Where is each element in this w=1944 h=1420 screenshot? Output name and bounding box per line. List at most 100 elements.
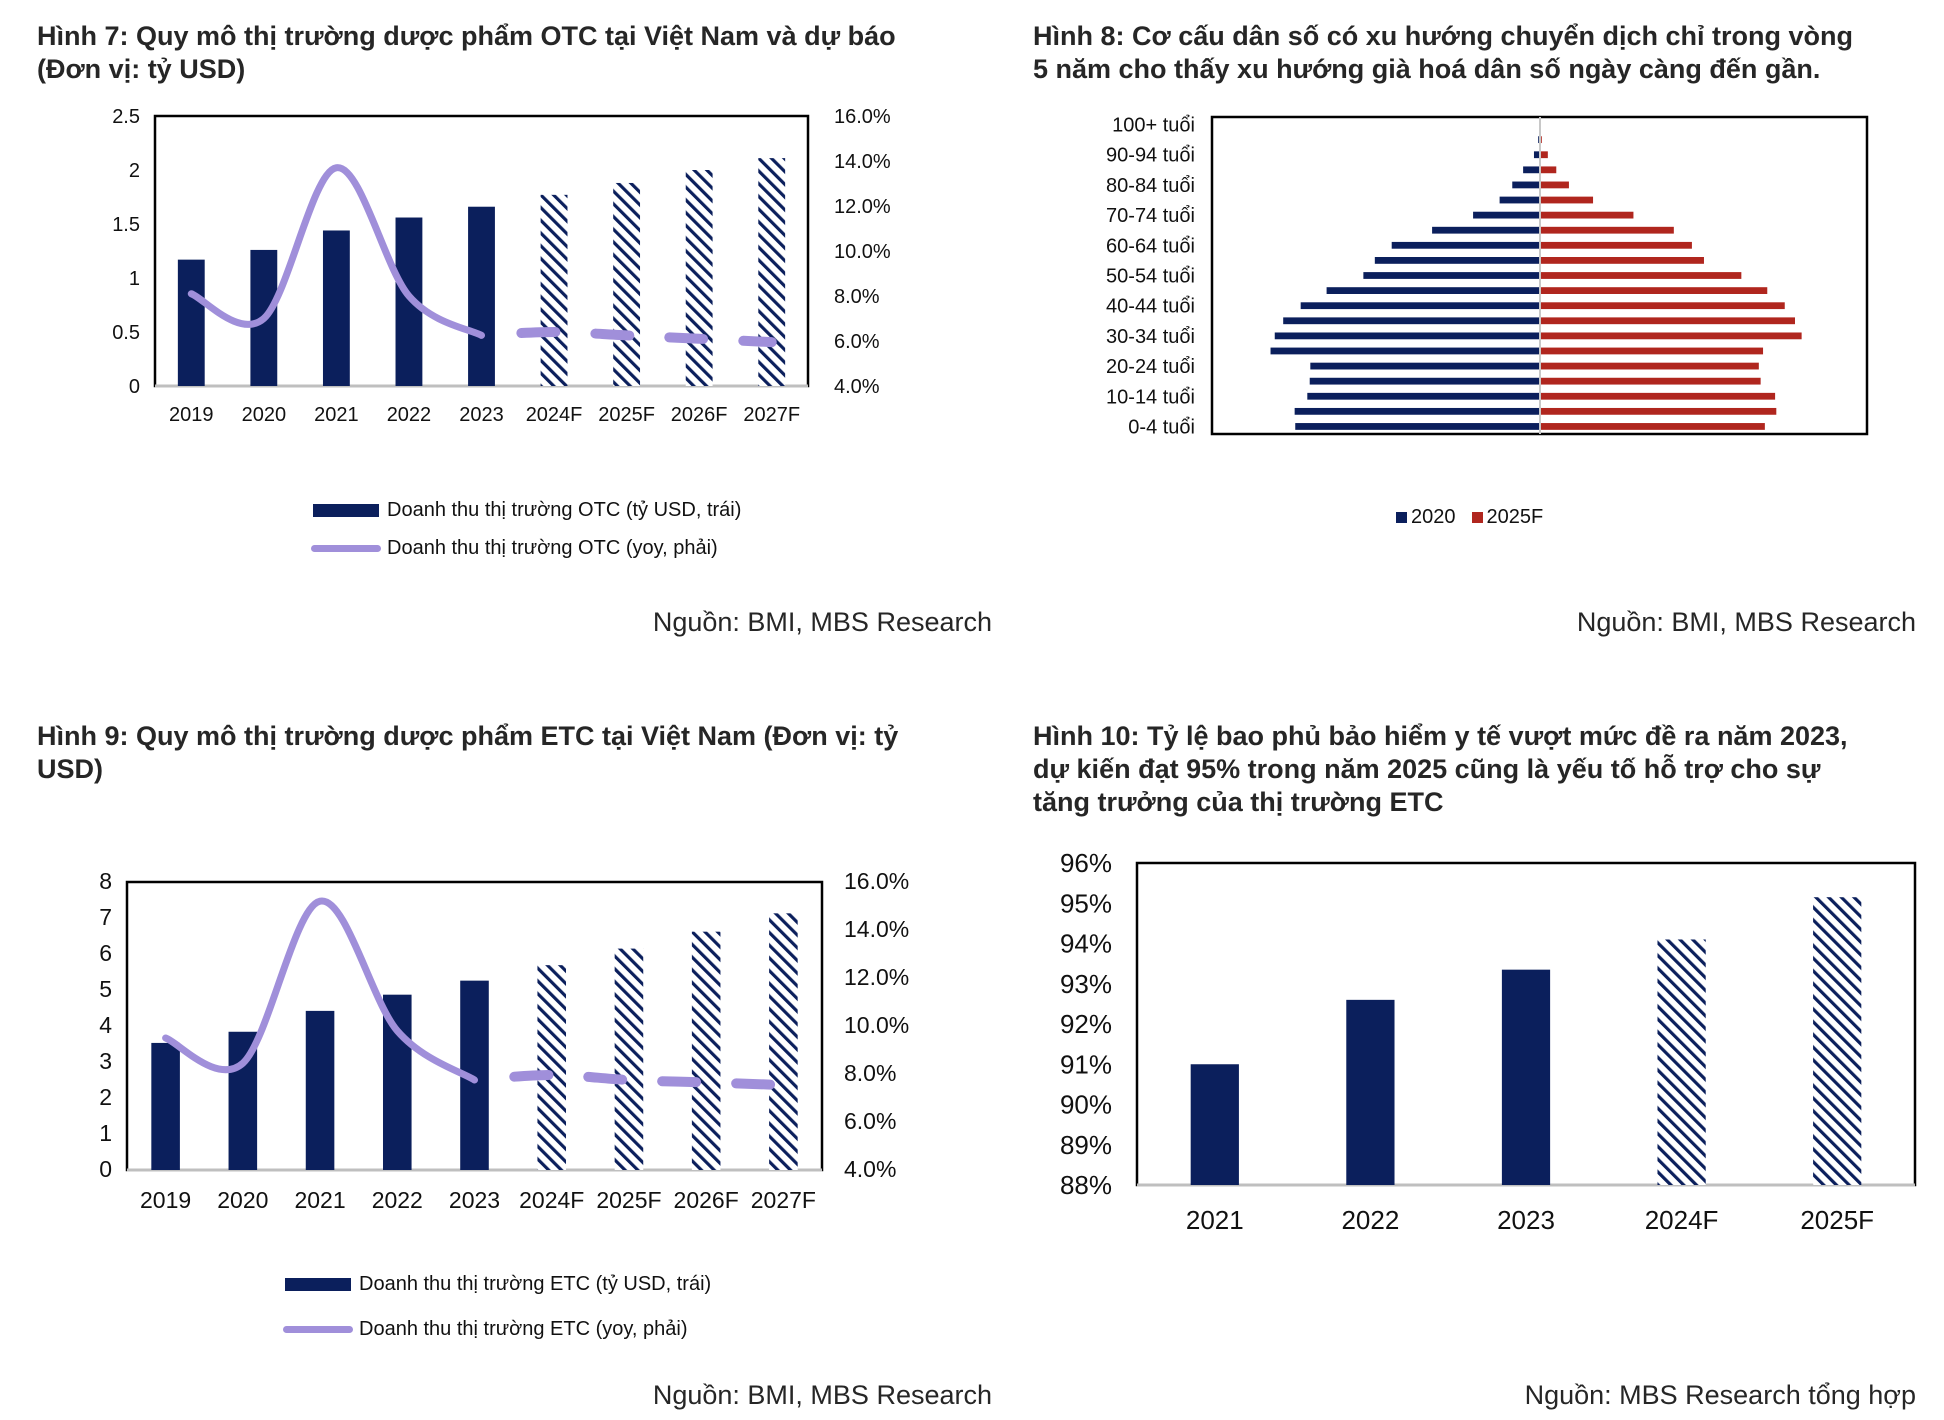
y-axis-tick-label: 93%	[1060, 969, 1112, 999]
bar	[1190, 1064, 1239, 1185]
figure-9-legend-line: Doanh thu thị trường ETC (yoy, phải)	[283, 1318, 688, 1341]
figure-7-chart: 0 0.5 1 1.5 2 2.5 4.0% 6.0% 8.0% 10.0% 12.0% 14.0% 1…	[112, 106, 891, 426]
legend-2020-swatch	[1396, 512, 1407, 523]
x-axis-tick-label: 2019	[169, 404, 214, 426]
figure-8-title-line1: Hình 8: Cơ cấu dân số có xu hướng chuyển…	[1033, 21, 1853, 51]
figure-10-title-line1: Hình 10: Tỷ lệ bao phủ bảo hiểm y tế vượ…	[1033, 721, 1848, 751]
pyramid-bar-2020	[1310, 362, 1540, 370]
legend-line-label: Doanh thu thị trường OTC (yoy, phải)	[387, 537, 718, 559]
right-axis-tick-label: 10.0%	[844, 1012, 909, 1038]
pyramid-bar-2025f	[1540, 423, 1765, 430]
pyramid-bar-2020	[1523, 166, 1540, 174]
yoy-line-forecast	[469, 1069, 789, 1091]
pyramid-bar-2025f	[1540, 392, 1776, 400]
age-group-label: 30-34 tuổi	[1106, 326, 1195, 348]
right-axis-tick-label: 14.0%	[834, 151, 891, 173]
age-group-label: 100+ tuổi	[1112, 115, 1195, 137]
pyramid-bar-2020	[1307, 392, 1540, 400]
legend-line-label: Doanh thu thị trường ETC (yoy, phải)	[359, 1318, 688, 1340]
pyramid-bar-2020	[1432, 226, 1540, 234]
right-axis-tick-label: 4.0%	[834, 376, 880, 398]
right-axis-tick-label: 16.0%	[844, 868, 909, 894]
x-axis-tick-label: 2026F	[671, 404, 728, 426]
y-axis-tick-label: 89%	[1060, 1130, 1112, 1160]
forecast-bar	[540, 194, 568, 386]
pyramid-bar-2020	[1270, 347, 1540, 355]
legend-bar-swatch	[313, 504, 379, 517]
pyramid-bar-2025f	[1540, 272, 1742, 279]
pyramid-bar-2020	[1294, 407, 1540, 415]
pyramid-bar-2025f	[1540, 332, 1802, 340]
pyramid-bar-2020	[1363, 272, 1540, 279]
x-axis-tick-label: 2027F	[743, 404, 800, 426]
left-axis-tick-label: 6	[99, 940, 112, 966]
figure-9-title: Hình 9: Quy mô thị trường dược phẩm ETC …	[37, 720, 898, 786]
figure-7-legend-bar: Doanh thu thị trường OTC (tỷ USD, trái)	[313, 499, 741, 522]
left-axis-tick-label: 1	[99, 1120, 112, 1146]
x-axis-tick-label: 2025F	[596, 1187, 661, 1213]
pyramid-bar-2020	[1283, 317, 1540, 325]
figure-10-title-line3: tăng trưởng của thị trường ETC	[1033, 787, 1444, 817]
x-axis-tick-label: 2021	[1186, 1205, 1244, 1235]
left-axis-tick-label: 2	[99, 1084, 112, 1110]
left-axis-tick-label: 3	[99, 1048, 112, 1074]
bar	[1501, 969, 1551, 1185]
pyramid-bar-2020	[1512, 181, 1540, 189]
x-axis-tick-label: 2023	[1497, 1205, 1555, 1235]
left-axis-tick-label: 7	[99, 904, 112, 930]
pyramid-bar-2025f	[1540, 362, 1759, 370]
legend-bar-label: Doanh thu thị trường OTC (tỷ USD, trái)	[387, 499, 742, 521]
forecast-bar	[758, 158, 786, 386]
right-axis-tick-label: 12.0%	[844, 964, 909, 990]
figure-10-chart: 88% 89% 90% 91% 92% 93% 94% 95% 96% 2021 2022 2023 2…	[1060, 848, 1917, 1235]
legend-2025f-label: 2025F	[1486, 506, 1544, 528]
figure-7-title-line2: (Đơn vị: tỷ USD)	[37, 54, 246, 84]
x-axis-tick-label: 2022	[387, 404, 432, 426]
x-axis-tick-label: 2026F	[674, 1187, 739, 1213]
y-axis-tick-label: 92%	[1060, 1009, 1112, 1039]
figure-9-title-line1: Hình 9: Quy mô thị trường dược phẩm ETC …	[37, 721, 899, 751]
age-group-label: 20-24 tuổi	[1106, 356, 1195, 378]
x-axis-tick-label: 2023	[449, 1187, 500, 1213]
right-axis-tick-label: 14.0%	[844, 916, 909, 942]
pyramid-bar-2025f	[1540, 287, 1768, 294]
bar	[1346, 999, 1395, 1185]
right-axis-tick-label: 10.0%	[834, 241, 891, 263]
forecast-bar	[1657, 939, 1706, 1185]
figure-8-title: Hình 8: Cơ cấu dân số có xu hướng chuyển…	[1033, 20, 1853, 86]
figure-10-source: Nguồn: MBS Research tổng hợp	[1524, 1380, 1916, 1410]
left-axis-tick-label: 0	[129, 376, 140, 398]
left-axis-tick-label: 5	[99, 976, 112, 1002]
right-axis-tick-label: 6.0%	[844, 1108, 896, 1134]
pyramid-bar-2025f	[1540, 211, 1634, 219]
x-axis-tick-label: 2020	[217, 1187, 268, 1213]
age-group-label: 60-64 tuổi	[1106, 235, 1195, 257]
pyramid-bar-2025f	[1540, 407, 1777, 415]
figure-9-source: Nguồn: BMI, MBS Research	[652, 1380, 992, 1410]
figure-10-title: Hình 10: Tỷ lệ bao phủ bảo hiểm y tế vượ…	[1033, 720, 1848, 819]
left-axis-tick-label: 2	[129, 160, 140, 182]
x-axis-tick-label: 2022	[1341, 1205, 1399, 1235]
left-axis-tick-label: 2.5	[112, 106, 140, 128]
right-axis-tick-label: 12.0%	[834, 196, 891, 218]
y-axis-tick-label: 90%	[1060, 1090, 1112, 1120]
x-axis-tick-label: 2021	[294, 1187, 345, 1213]
left-axis-tick-label: 0	[99, 1156, 112, 1182]
bar	[177, 259, 205, 386]
y-axis-tick-label: 94%	[1060, 929, 1112, 959]
y-axis-tick-label: 96%	[1060, 848, 1112, 878]
pyramid-bar-2020	[1533, 151, 1540, 159]
pyramid-bar-2025f	[1540, 226, 1674, 234]
x-axis-tick-label: 2024F	[526, 404, 583, 426]
bar	[382, 994, 412, 1170]
legend-bar-label: Doanh thu thị trường ETC (tỷ USD, trái)	[359, 1273, 712, 1295]
x-axis-tick-label: 2023	[459, 404, 504, 426]
figure-9-legend-bar: Doanh thu thị trường ETC (tỷ USD, trái)	[285, 1273, 711, 1296]
bar	[322, 230, 350, 386]
bar	[305, 1010, 335, 1170]
figure-7-legend-line: Doanh thu thị trường OTC (yoy, phải)	[311, 537, 718, 560]
y-axis-tick-label: 95%	[1060, 888, 1112, 918]
right-axis-tick-label: 8.0%	[844, 1060, 896, 1086]
x-axis-tick-label: 2021	[314, 404, 359, 426]
